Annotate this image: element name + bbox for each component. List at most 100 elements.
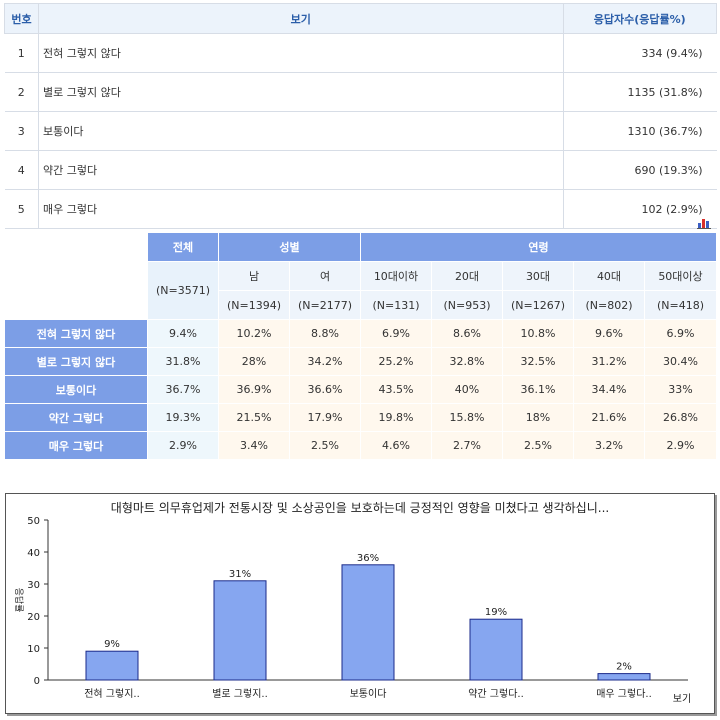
cell-value: 33%	[644, 375, 717, 404]
bar-value-label: 2%	[616, 662, 632, 673]
table-row: 전혀 그렇지 않다 9.4% 10.2% 8.8% 6.9% 8.6% 10.8…	[4, 319, 717, 348]
cell-value: 36.9%	[218, 375, 290, 404]
y-axis-label: 응답률	[13, 588, 25, 613]
column-n: (N=131)	[360, 290, 432, 320]
row-count: 1135 (31.8%)	[563, 72, 717, 112]
bar-value-label: 31%	[229, 569, 251, 580]
table-row: 별로 그렇지 않다 31.8% 28% 34.2% 25.2% 32.8% 32…	[4, 347, 717, 376]
column-label: 20대	[431, 261, 503, 291]
column-label: 50대이상	[644, 261, 717, 291]
cell-value: 2.9%	[644, 431, 717, 460]
group-gender: 성별	[218, 232, 361, 262]
cell-value: 43.5%	[360, 375, 432, 404]
group-total: 전체	[147, 232, 219, 262]
table-row: 2 별로 그렇지 않다 1135 (31.8%)	[4, 72, 717, 112]
row-total: 19.3%	[147, 403, 219, 432]
cell-value: 31.2%	[573, 347, 645, 376]
bar	[341, 564, 395, 681]
row-total: 2.9%	[147, 431, 219, 460]
cell-value: 32.5%	[502, 347, 574, 376]
y-tick-label: 20	[27, 612, 40, 623]
y-tick-label: 50	[27, 516, 40, 527]
cell-value: 3.4%	[218, 431, 290, 460]
table-row: 약간 그렇다 19.3% 21.5% 17.9% 19.8% 15.8% 18%…	[4, 403, 717, 432]
row-total: 9.4%	[147, 319, 219, 348]
x-tick-label: 별로 그렇지..	[212, 687, 268, 700]
bar	[85, 650, 139, 681]
x-axis-label: 보기	[673, 693, 691, 705]
bar-value-label: 36%	[357, 553, 379, 564]
column-label: 남	[218, 261, 290, 291]
row-total: 31.8%	[147, 347, 219, 376]
chart-title: 대형마트 의무휴업제가 전통시장 및 소상공인을 보호하는데 긍정적인 영향을 …	[110, 501, 610, 515]
y-tick-label: 30	[27, 580, 40, 591]
row-count: 1310 (36.7%)	[563, 111, 717, 151]
row-number: 4	[4, 150, 39, 190]
x-tick-label: 매우 그렇다..	[596, 687, 652, 700]
cell-value: 34.4%	[573, 375, 645, 404]
bar	[597, 673, 651, 681]
cell-value: 8.6%	[431, 319, 503, 348]
cell-value: 25.2%	[360, 347, 432, 376]
cell-value: 36.1%	[502, 375, 574, 404]
cell-value: 6.9%	[644, 319, 717, 348]
row-count: 102 (2.9%)	[563, 189, 717, 229]
cell-value: 18%	[502, 403, 574, 432]
cell-value: 2.5%	[289, 431, 361, 460]
cell-value: 21.6%	[573, 403, 645, 432]
row-number: 5	[4, 189, 39, 229]
cell-value: 10.8%	[502, 319, 574, 348]
row-label: 매우 그렇다	[4, 431, 148, 460]
bar-chart-panel: 대형마트 의무휴업제가 전통시장 및 소상공인을 보호하는데 긍정적인 영향을 …	[5, 493, 715, 714]
cell-value: 26.8%	[644, 403, 717, 432]
cell-value: 30.4%	[644, 347, 717, 376]
cell-value: 8.8%	[289, 319, 361, 348]
crosstab-table: 전체 성별 연령 (N=3571) 남 여 10대이하 20대 30대 40대 …	[4, 232, 717, 460]
column-n: (N=953)	[431, 290, 503, 320]
response-table: 번호 보기 응답자수(응답률%) 1 전혀 그렇지 않다 334 (9.4%) …	[4, 3, 717, 229]
table-row: 3 보통이다 1310 (36.7%)	[4, 111, 717, 151]
corner-cell	[4, 232, 148, 320]
y-tick-label: 40	[27, 548, 40, 559]
cell-value: 2.7%	[431, 431, 503, 460]
row-option: 별로 그렇지 않다	[38, 72, 564, 112]
x-tick-label: 보통이다	[350, 688, 387, 700]
column-label: 여	[289, 261, 361, 291]
response-table-header: 번호 보기 응답자수(응답률%)	[4, 3, 717, 34]
row-number: 2	[4, 72, 39, 112]
row-number: 3	[4, 111, 39, 151]
bar	[469, 618, 523, 681]
header-option: 보기	[38, 3, 564, 34]
cell-value: 3.2%	[573, 431, 645, 460]
column-n: (N=802)	[573, 290, 645, 320]
x-tick-label: 약간 그렇다..	[468, 687, 524, 700]
cell-value: 21.5%	[218, 403, 290, 432]
table-row: 보통이다 36.7% 36.9% 36.6% 43.5% 40% 36.1% 3…	[4, 375, 717, 404]
cell-value: 15.8%	[431, 403, 503, 432]
table-row: 1 전혀 그렇지 않다 334 (9.4%)	[4, 33, 717, 73]
group-age: 연령	[360, 232, 717, 262]
bar-value-label: 19%	[485, 607, 507, 618]
y-tick-label: 0	[34, 676, 40, 687]
cell-value: 28%	[218, 347, 290, 376]
row-option: 보통이다	[38, 111, 564, 151]
column-n: (N=1394)	[218, 290, 290, 320]
row-option: 약간 그렇다	[38, 150, 564, 190]
row-count: 334 (9.4%)	[563, 33, 717, 73]
bar	[213, 580, 267, 681]
cell-value: 6.9%	[360, 319, 432, 348]
table-row: 4 약간 그렇다 690 (19.3%)	[4, 150, 717, 190]
table-row: 5 매우 그렇다 102 (2.9%)	[4, 189, 717, 229]
column-n: (N=2177)	[289, 290, 361, 320]
y-tick-label: 10	[27, 644, 40, 655]
bar-chart: 0 10 20 30 40 50 응답률 9% 전혀 그렇지.. 31% 별로 그렇지.. 36% 보통…	[13, 516, 691, 705]
total-n: (N=3571)	[147, 261, 219, 320]
x-tick-label: 전혀 그렇지..	[84, 687, 140, 700]
row-label: 별로 그렇지 않다	[4, 347, 148, 376]
cell-value: 10.2%	[218, 319, 290, 348]
column-n: (N=1267)	[502, 290, 574, 320]
bar-value-label: 9%	[104, 639, 120, 650]
column-label: 30대	[502, 261, 574, 291]
row-count: 690 (19.3%)	[563, 150, 717, 190]
bar-chart-icon[interactable]	[697, 217, 711, 229]
